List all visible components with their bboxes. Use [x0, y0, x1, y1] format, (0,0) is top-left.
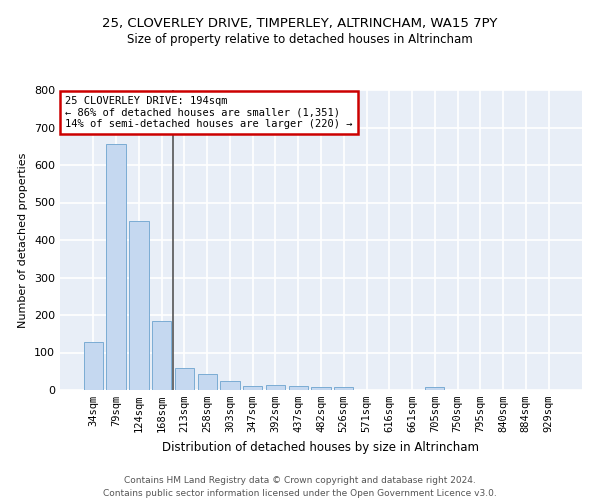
- Bar: [289, 386, 308, 390]
- Bar: [84, 342, 103, 390]
- Bar: [334, 388, 353, 390]
- Bar: [243, 386, 262, 390]
- Bar: [152, 320, 172, 390]
- Bar: [311, 386, 331, 390]
- Bar: [220, 380, 239, 390]
- X-axis label: Distribution of detached houses by size in Altrincham: Distribution of detached houses by size …: [163, 440, 479, 454]
- Bar: [197, 374, 217, 390]
- Bar: [425, 387, 445, 390]
- Y-axis label: Number of detached properties: Number of detached properties: [19, 152, 28, 328]
- Bar: [106, 144, 126, 390]
- Bar: [266, 385, 285, 390]
- Text: Size of property relative to detached houses in Altrincham: Size of property relative to detached ho…: [127, 32, 473, 46]
- Bar: [129, 220, 149, 390]
- Text: 25, CLOVERLEY DRIVE, TIMPERLEY, ALTRINCHAM, WA15 7PY: 25, CLOVERLEY DRIVE, TIMPERLEY, ALTRINCH…: [103, 18, 497, 30]
- Bar: [175, 368, 194, 390]
- Text: Contains HM Land Registry data © Crown copyright and database right 2024.
Contai: Contains HM Land Registry data © Crown c…: [103, 476, 497, 498]
- Text: 25 CLOVERLEY DRIVE: 194sqm
← 86% of detached houses are smaller (1,351)
14% of s: 25 CLOVERLEY DRIVE: 194sqm ← 86% of deta…: [65, 96, 353, 129]
